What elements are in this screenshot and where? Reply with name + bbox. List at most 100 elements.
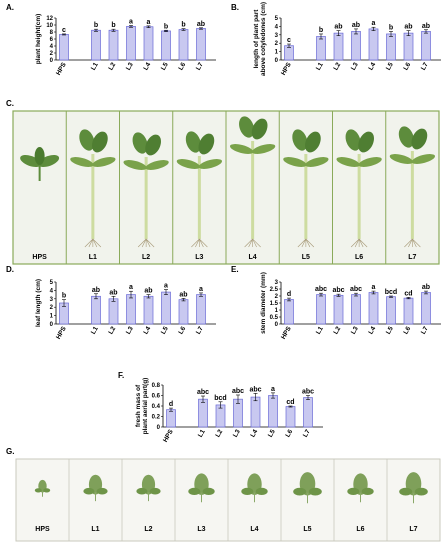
category-label: L5 <box>160 61 170 71</box>
category-label: L6 <box>284 428 294 438</box>
leaf-lobe <box>188 487 201 495</box>
category-label: L4 <box>142 61 152 71</box>
cotyledon <box>411 154 436 164</box>
panel-letter-f: F. <box>118 371 124 380</box>
significance-letter: a <box>372 20 376 27</box>
seedling-leaf <box>34 147 45 165</box>
root <box>191 238 200 248</box>
leaf-lobe <box>83 487 95 495</box>
category-label: L7 <box>420 61 430 71</box>
panel-letter-c: C. <box>6 99 14 108</box>
y-tick-label: 0 <box>50 58 54 64</box>
category-label: L2 <box>214 428 224 438</box>
category-label: L5 <box>267 428 277 438</box>
bar-l6 <box>178 29 189 61</box>
root <box>88 238 94 248</box>
root <box>412 238 417 248</box>
significance-letter: d <box>169 401 173 408</box>
y-tick-label: 2 <box>275 294 279 300</box>
category-label: L2 <box>107 61 117 71</box>
root <box>404 238 413 248</box>
y-tick-label: 5 <box>275 16 279 22</box>
category-label: L1 <box>90 61 100 71</box>
category-label: L7 <box>195 325 205 335</box>
significance-letter: ab <box>109 289 117 296</box>
panel-letter-a: A. <box>6 3 14 12</box>
bar-l5 <box>268 395 278 428</box>
seedling-leaf <box>292 129 308 151</box>
significance-letter: cd <box>286 399 294 406</box>
root <box>350 238 360 248</box>
bar-l5 <box>161 30 171 61</box>
category-label: L3 <box>350 61 360 71</box>
category-label: L7 <box>420 325 430 335</box>
root <box>195 238 200 248</box>
bar-hps <box>284 45 294 61</box>
cotyledon <box>123 160 147 170</box>
root <box>305 238 311 248</box>
root <box>354 238 360 248</box>
significance-letter: b <box>111 22 115 29</box>
bar-l7 <box>196 294 206 325</box>
root <box>252 238 257 248</box>
significance-letter: b <box>389 24 393 31</box>
root <box>358 238 364 248</box>
bar-l4 <box>143 26 154 61</box>
root <box>297 238 307 248</box>
significance-letter: abc <box>232 388 244 395</box>
root <box>137 238 147 248</box>
panel-letter-e: E. <box>231 265 239 274</box>
leaf-lobe <box>136 487 148 495</box>
category-label: L7 <box>302 428 312 438</box>
bar-l7 <box>196 28 206 61</box>
seedling-leaf <box>239 116 255 138</box>
category-label: HPS <box>280 61 293 77</box>
y-tick-label: 3 <box>275 33 279 39</box>
panel-letter-d: D. <box>6 265 14 274</box>
y-tick-label: 4 <box>50 288 54 294</box>
root <box>141 238 147 248</box>
root <box>145 238 155 248</box>
category-label: L6 <box>177 61 187 71</box>
leaf-lobe <box>293 487 307 496</box>
bar-l3 <box>351 31 361 61</box>
leaves-photo-panel: HPS L1 L2 L3 L4 L5 L6 L7 <box>15 458 441 542</box>
category-label: L3 <box>350 325 360 335</box>
significance-letter: ab <box>422 284 430 291</box>
significance-letter: b <box>181 22 185 29</box>
root <box>248 238 253 248</box>
root <box>252 238 261 248</box>
y-tick-label: 1 <box>275 50 279 56</box>
significance-letter: ab <box>179 291 187 298</box>
y-tick-label: 2 <box>50 305 54 311</box>
seedling-leaf <box>411 128 428 150</box>
root <box>92 238 102 248</box>
y-tick-label: 0 <box>275 58 279 64</box>
significance-letter: a <box>147 19 151 26</box>
y-axis-label: plant height(cm) <box>35 14 42 65</box>
y-axis-label: stem diameter (mm) <box>260 272 267 334</box>
seedling-leaf <box>398 126 414 148</box>
leaf-lobe <box>347 487 360 495</box>
y-axis-label: length of plant part <box>253 9 260 69</box>
leaf-lobe <box>43 488 51 493</box>
y-tick-label: 3 <box>275 280 279 286</box>
significance-letter: abc <box>249 386 261 393</box>
significance-letter: a <box>271 386 275 393</box>
bar-l1 <box>198 398 208 428</box>
bar-l7 <box>421 31 431 61</box>
bar-l3 <box>126 26 136 61</box>
bar-l4 <box>143 295 154 325</box>
significance-letter: abc <box>302 389 314 396</box>
y-tick-label: 4 <box>275 24 279 30</box>
y-tick-label: 0.5 <box>270 315 279 321</box>
category-label: L3 <box>125 61 135 71</box>
y-axis-label: plant aerial part(g) <box>142 378 149 435</box>
bar-hps <box>284 299 294 325</box>
chart-length-above-cotyledones: 0 1 2 3 4 5 length of plant part above cotyledo… <box>253 2 441 77</box>
bar-l7 <box>303 397 313 428</box>
chart-leaf-length: 0 1 2 3 4 5 leaf length (cm) b HPS ab L1 ab L2 a L3 ab L… <box>35 279 216 341</box>
bar-l6 <box>403 32 414 61</box>
category-label: L1 <box>315 61 325 71</box>
photo-label: L2 <box>142 254 150 261</box>
